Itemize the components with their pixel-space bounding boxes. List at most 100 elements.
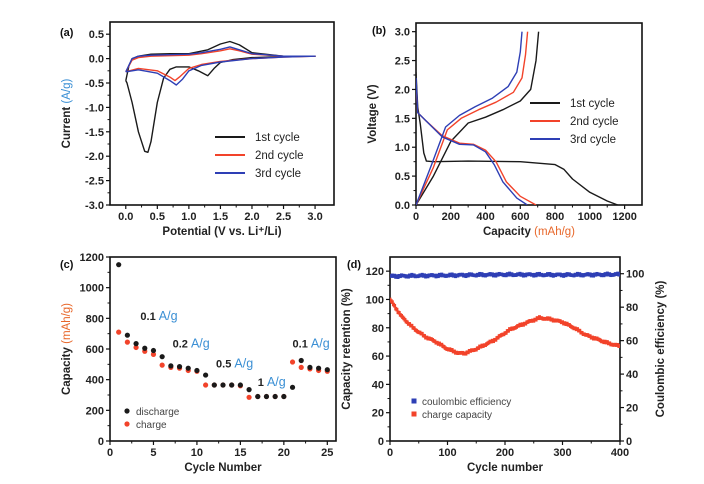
plot-area xyxy=(125,40,316,154)
rate-annotation: 0.2 A/g xyxy=(173,336,210,350)
data-point-discharge xyxy=(316,365,322,371)
y-tick-label: -2.5 xyxy=(85,176,104,188)
legend-entry: 2nd cycle xyxy=(530,116,619,128)
y-axis-label: Current (A/g) xyxy=(61,79,73,149)
x-tick-label: 400 xyxy=(476,211,494,223)
x-tick-label: 400 xyxy=(611,447,629,459)
plot-area xyxy=(416,31,618,205)
data-point-charge xyxy=(159,362,165,368)
data-point-discharge xyxy=(246,387,252,393)
legend-entry: charge xyxy=(124,420,167,431)
data-point xyxy=(412,326,416,330)
x-tick-label: 10 xyxy=(191,447,203,459)
y-right-tick-label: 40 xyxy=(626,369,638,381)
legend-entry: 1st cycle xyxy=(530,98,615,110)
x-axis-label: Capacity (mAh/g) xyxy=(483,226,575,238)
x-tick-label: 20 xyxy=(278,447,290,459)
data-point-discharge xyxy=(237,382,243,388)
x-tick-label: 1.5 xyxy=(213,211,228,223)
panel-label: (d) xyxy=(347,259,361,271)
legend-marker xyxy=(124,421,130,427)
data-point-discharge xyxy=(289,384,296,390)
x-tick-label: 0 xyxy=(387,447,393,459)
data-point xyxy=(410,323,414,328)
x-tick-label: 200 xyxy=(496,447,514,459)
y-tick-label: -1.0 xyxy=(85,102,104,114)
x-tick-label: 5 xyxy=(150,447,156,459)
y-right-tick-label: 100 xyxy=(626,269,644,281)
data-point-discharge xyxy=(116,262,122,268)
legend-entry: 3rd cycle xyxy=(215,168,301,180)
x-tick-label: 2.5 xyxy=(276,211,291,223)
panel-label: (a) xyxy=(60,27,74,39)
y-tick-label: 2.5 xyxy=(395,56,410,68)
series-coulombic-efficiency xyxy=(390,271,620,279)
y-right-tick-label: 60 xyxy=(626,336,638,348)
y-tick-label: 1000 xyxy=(80,283,104,295)
legend-entry: coulombic efficiency xyxy=(411,397,511,408)
y-tick-label: 2.0 xyxy=(395,84,410,96)
panel-label: (c) xyxy=(60,259,74,271)
rate-annotation: 0.1 A/g xyxy=(293,336,330,350)
y-tick-label: 800 xyxy=(86,313,104,325)
data-point-charge xyxy=(289,359,296,365)
legend-marker xyxy=(124,408,130,414)
y-tick-label: -0.5 xyxy=(85,78,104,90)
data-point-discharge xyxy=(150,347,157,354)
data-point-discharge xyxy=(255,393,261,400)
legend-label: charge capacity xyxy=(422,410,492,421)
y-axis-label: Voltage (V) xyxy=(367,84,379,143)
legend-label: 2nd cycle xyxy=(570,116,619,128)
legend-label: 1st cycle xyxy=(255,132,300,144)
y-tick-label: 0.0 xyxy=(395,200,410,212)
legend-label: 1st cycle xyxy=(570,98,615,110)
y-right-tick-label: 0 xyxy=(626,436,632,448)
y-axis-label: Capacity (mAh/g) xyxy=(61,303,73,395)
series-line-3rd-cycle xyxy=(125,46,316,86)
x-tick-label: 0 xyxy=(413,211,419,223)
legend-label: discharge xyxy=(136,407,180,418)
data-point xyxy=(618,272,620,276)
x-tick-label: 3.0 xyxy=(307,211,322,223)
legend-label: coulombic efficiency xyxy=(422,397,511,408)
x-axis-label: Cycle Number xyxy=(184,462,262,474)
plot-area xyxy=(390,271,620,356)
data-point-charge xyxy=(116,329,122,335)
panel-label: (b) xyxy=(372,25,386,37)
series-charge-capacity xyxy=(390,297,620,356)
y-tick-label: 3.0 xyxy=(395,27,410,39)
y-tick-label: 0.5 xyxy=(89,29,104,41)
data-point xyxy=(423,334,426,338)
y-tick-label: 0.0 xyxy=(89,54,104,66)
series-line-3rd-cycle-charge xyxy=(416,31,523,205)
data-point-discharge xyxy=(307,364,313,370)
x-tick-label: 200 xyxy=(442,211,460,223)
data-point-discharge xyxy=(229,382,235,388)
y-tick-label: 1.5 xyxy=(395,113,410,125)
data-point-discharge xyxy=(168,363,174,369)
rate-annotation: 0.5 A/g xyxy=(216,356,253,370)
x-tick-label: 100 xyxy=(438,447,456,459)
y-axis-label: Capacity retention (%) xyxy=(341,288,353,410)
y-tick-label: 200 xyxy=(86,405,104,417)
x-tick-label: 300 xyxy=(553,447,571,459)
y-right-tick-label: 20 xyxy=(626,403,638,415)
chart-panel-a: (a) 0.0 0.5 1.0 1.5 2.0 2.5 3.0 0.5 0.0 -0.5 -1.0 -1… xyxy=(60,21,335,238)
plot-area xyxy=(116,262,330,400)
legend-label: 3rd cycle xyxy=(570,134,616,146)
data-point-charge xyxy=(150,351,157,357)
y-tick-label: 1.0 xyxy=(395,142,410,154)
data-point-discharge xyxy=(133,341,139,347)
y-tick-label: 60 xyxy=(372,351,384,363)
data-point-discharge xyxy=(211,382,217,388)
y-tick-label: 600 xyxy=(86,344,104,356)
y-tick-label: 80 xyxy=(372,323,384,335)
data-point-discharge xyxy=(220,382,226,388)
series-line-1st-cycle-discharge xyxy=(416,72,618,205)
data-point xyxy=(504,331,508,335)
data-point xyxy=(395,307,399,312)
y-right-axis-label: Coulombic efficiency (%) xyxy=(655,280,667,417)
data-point xyxy=(397,310,401,315)
